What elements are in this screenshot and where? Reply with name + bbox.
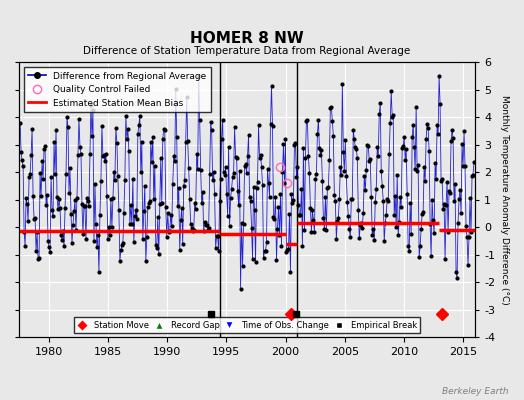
Text: Berkeley Earth: Berkeley Earth <box>442 387 508 396</box>
Text: Difference of Station Temperature Data from Regional Average: Difference of Station Temperature Data f… <box>83 46 411 56</box>
Legend: Station Move, Record Gap, Time of Obs. Change, Empirical Break: Station Move, Record Gap, Time of Obs. C… <box>74 318 420 333</box>
Y-axis label: Monthly Temperature Anomaly Difference (°C): Monthly Temperature Anomaly Difference (… <box>500 95 509 305</box>
Title: HOMER 8 NW: HOMER 8 NW <box>190 31 304 46</box>
